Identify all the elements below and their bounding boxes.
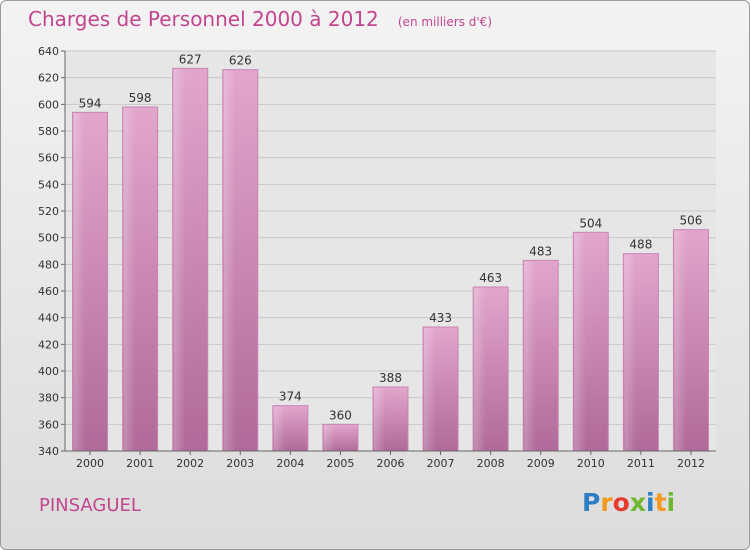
y-tick-label: 520 xyxy=(38,205,59,218)
data-label: 488 xyxy=(629,238,652,252)
bar-highlight xyxy=(424,328,436,451)
bar-highlight xyxy=(123,108,136,451)
x-tick-label: 2006 xyxy=(377,457,405,470)
data-label: 627 xyxy=(179,52,202,66)
bar-highlight xyxy=(223,70,236,452)
bar-highlight xyxy=(674,230,687,451)
data-label: 433 xyxy=(429,311,452,325)
data-label: 463 xyxy=(479,271,502,285)
logo-letter: x xyxy=(629,488,646,517)
x-tick-label: 2004 xyxy=(276,457,304,470)
data-label: 483 xyxy=(529,244,552,258)
bar-highlight xyxy=(173,69,186,451)
data-label: 504 xyxy=(579,216,602,230)
x-tick-label: 2002 xyxy=(176,457,204,470)
bar-highlight xyxy=(323,425,336,451)
logo-letter: r xyxy=(600,488,613,517)
data-label: 360 xyxy=(329,408,352,422)
x-tick-label: 2008 xyxy=(477,457,505,470)
y-tick-label: 440 xyxy=(38,312,59,325)
y-tick-label: 600 xyxy=(38,98,59,111)
x-tick-label: 2010 xyxy=(577,457,605,470)
y-tick-label: 340 xyxy=(38,445,59,458)
y-tick-label: 480 xyxy=(38,258,59,271)
logo-letter: P xyxy=(582,488,601,517)
y-tick-label: 380 xyxy=(38,392,59,405)
logo-letter: t xyxy=(654,488,667,517)
bar-highlight xyxy=(73,113,86,451)
location-name: PINSAGUEL xyxy=(39,495,141,516)
x-tick-label: 2009 xyxy=(527,457,555,470)
proxiti-logo[interactable]: Proxiti xyxy=(582,488,675,517)
logo-letter: o xyxy=(612,488,630,517)
bar-highlight xyxy=(574,233,586,451)
title-text: Charges de Personnel 2000 à 2012 xyxy=(28,7,379,31)
bar-highlight xyxy=(273,406,286,451)
chart-title: Charges de Personnel 2000 à 2012 (en mil… xyxy=(28,7,492,31)
data-label: 388 xyxy=(379,371,402,385)
x-tick-label: 2007 xyxy=(427,457,455,470)
bar-highlight xyxy=(624,254,637,451)
data-label: 374 xyxy=(279,390,302,404)
y-tick-label: 620 xyxy=(38,72,59,85)
x-tick-label: 2003 xyxy=(226,457,254,470)
x-tick-label: 2000 xyxy=(76,457,104,470)
y-tick-label: 420 xyxy=(38,338,59,351)
x-tick-label: 2001 xyxy=(126,457,154,470)
logo-letter: i xyxy=(646,488,655,517)
bar-highlight xyxy=(374,388,386,451)
logo-letter: i xyxy=(666,488,676,517)
bar-highlight xyxy=(474,288,486,451)
y-tick-label: 640 xyxy=(38,45,59,58)
y-tick-label: 500 xyxy=(38,232,59,245)
y-tick-label: 460 xyxy=(38,285,59,298)
x-tick-label: 2011 xyxy=(627,457,655,470)
y-tick-label: 560 xyxy=(38,152,59,165)
data-label: 626 xyxy=(229,54,252,68)
subtitle-text: (en milliers d'€) xyxy=(397,15,492,29)
y-tick-label: 360 xyxy=(38,418,59,431)
x-tick-label: 2005 xyxy=(326,457,354,470)
data-label: 506 xyxy=(680,214,703,228)
data-label: 598 xyxy=(129,91,152,105)
y-tick-label: 400 xyxy=(38,365,59,378)
y-tick-label: 580 xyxy=(38,125,59,138)
data-label: 594 xyxy=(79,96,102,110)
x-tick-label: 2012 xyxy=(677,457,705,470)
y-tick-label: 540 xyxy=(38,178,59,191)
bar-highlight xyxy=(524,261,536,451)
